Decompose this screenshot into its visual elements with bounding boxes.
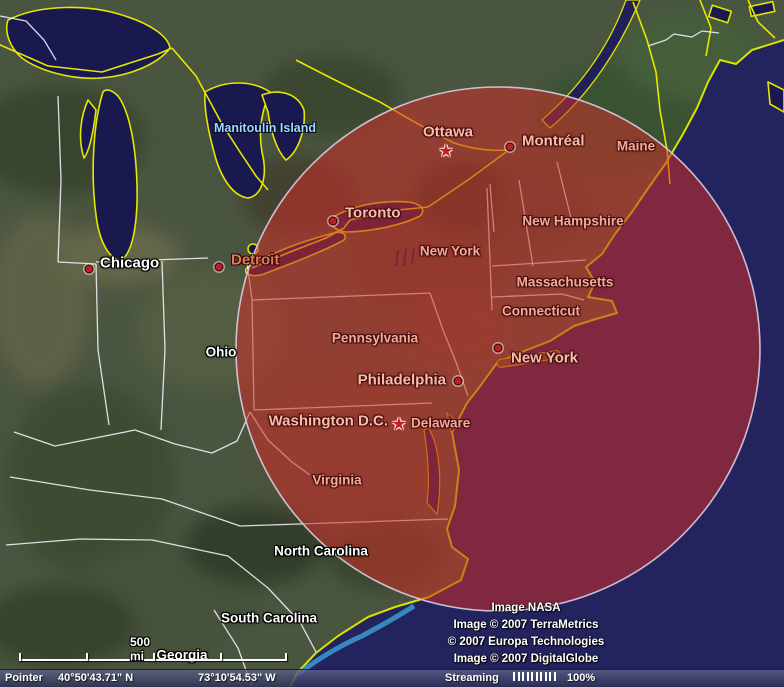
city-dot-marker-detroit[interactable]	[214, 262, 224, 272]
streaming-bar	[513, 672, 515, 681]
capital-star-marker-ottawa[interactable]: ★	[438, 141, 454, 161]
streaming-bar	[531, 672, 533, 681]
status-bar: Pointer 40°50'43.71" N 73°10'54.53" W St…	[0, 669, 784, 687]
streaming-bar	[549, 672, 551, 681]
pointer-longitude: 73°10'54.53" W	[198, 672, 276, 684]
streaming-bar	[522, 672, 524, 681]
streaming-bar	[553, 672, 556, 681]
city-dot-marker-philadelphia[interactable]	[453, 376, 463, 386]
streaming-bar	[540, 672, 542, 681]
streaming-label: Streaming	[445, 672, 499, 684]
lake-superior	[6, 6, 171, 80]
streaming-progress-bars	[513, 672, 556, 681]
city-dot-marker-toronto[interactable]	[328, 216, 338, 226]
georgian-bay	[261, 91, 306, 161]
streaming-bar	[517, 672, 520, 681]
city-dot-marker-new-york[interactable]	[493, 343, 503, 353]
small-lake-1	[707, 4, 733, 24]
streaming-bar	[526, 672, 529, 681]
shallow-water	[296, 603, 416, 677]
pointer-latitude: 40°50'43.71" N	[58, 672, 134, 684]
small-lake-2	[748, 0, 776, 18]
city-dot-marker-montr-al[interactable]	[505, 142, 515, 152]
capital-star-marker-washington-d-c[interactable]: ★	[391, 414, 407, 434]
city-dot-marker-chicago[interactable]	[84, 264, 94, 274]
streaming-bar	[535, 672, 538, 681]
lake-michigan	[92, 89, 138, 261]
pointer-label: Pointer	[5, 672, 43, 684]
streaming-percent: 100%	[567, 672, 596, 684]
streaming-bar	[544, 672, 547, 681]
green-bay	[79, 99, 97, 159]
coastal-island	[767, 81, 784, 113]
